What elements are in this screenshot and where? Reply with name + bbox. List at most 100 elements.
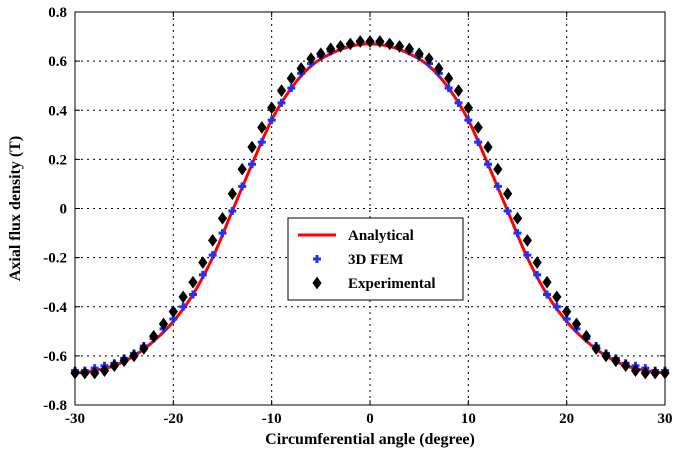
experimental-point	[453, 84, 464, 97]
legend-label: Experimental	[348, 276, 436, 292]
experimental-point	[394, 40, 405, 53]
fem-point	[464, 116, 473, 125]
experimental-point	[611, 354, 621, 368]
y-tick-label: -0.6	[43, 349, 67, 365]
y-tick-label: 0	[60, 202, 68, 218]
experimental-point	[90, 366, 100, 380]
experimental-point	[522, 234, 532, 247]
fem-point	[189, 290, 197, 299]
experimental-point	[326, 42, 336, 56]
experimental-point	[316, 47, 326, 61]
experimental-point	[542, 275, 552, 289]
x-tick-label: -10	[262, 411, 282, 427]
experimental-point	[463, 101, 473, 115]
legend: Analytical 3D FEM Experimental	[287, 217, 464, 301]
grid-lines	[74, 11, 666, 406]
experimental-point	[286, 71, 296, 85]
experimental-point	[267, 101, 277, 115]
x-tick-label: -30	[65, 411, 85, 427]
fem-point	[444, 84, 453, 93]
experimental-point	[276, 84, 287, 97]
experimental-point	[217, 211, 228, 225]
fem-point	[533, 270, 542, 279]
experimental-point	[562, 305, 572, 319]
experimental-point	[404, 42, 414, 56]
experimental-point	[296, 62, 306, 75]
experimental-point	[473, 121, 483, 134]
fem-point	[248, 160, 256, 169]
y-tick-label: 0.2	[48, 152, 67, 168]
experimental-point	[591, 342, 601, 355]
experimental-point	[493, 162, 503, 176]
experimental-point	[444, 71, 454, 85]
experimental-point	[581, 329, 591, 343]
experimental-point	[227, 187, 237, 201]
y-tick-label: 0.6	[48, 54, 67, 70]
experimental-point	[385, 37, 395, 51]
x-tick-label: -20	[163, 411, 183, 427]
experimental-point	[188, 275, 198, 289]
experimental-point	[198, 256, 208, 269]
x-tick-label: 10	[461, 411, 476, 427]
y-tick-label: -0.8	[43, 398, 67, 414]
legend-item: 3D FEM	[313, 252, 403, 268]
y-tick-label: 0.4	[48, 103, 67, 119]
fem-point	[179, 302, 188, 311]
experimental-point	[178, 290, 188, 304]
experimental-point	[552, 290, 562, 304]
legend-label: 3D FEM	[348, 252, 403, 268]
legend-diamond-swatch	[312, 276, 322, 290]
fem-point	[238, 182, 247, 191]
experimental-point	[621, 359, 631, 373]
fem-point	[228, 206, 237, 215]
experimental-point	[139, 342, 149, 355]
experimental-point	[129, 349, 139, 363]
experimental-point	[257, 121, 267, 134]
experimental-point	[80, 366, 90, 380]
y-tick-label: -0.4	[43, 300, 67, 316]
fem-point	[454, 98, 463, 107]
experimental-point	[601, 349, 611, 363]
experimental-point	[208, 234, 218, 247]
legend-item: Analytical	[298, 228, 414, 244]
experimental-point	[650, 366, 660, 380]
fem-point	[208, 251, 217, 260]
fem-point	[198, 270, 207, 279]
experimental-point	[149, 329, 159, 343]
plot-frame	[74, 11, 666, 406]
experimental-point	[306, 52, 316, 66]
fem-point	[277, 98, 286, 107]
experimental-point	[434, 62, 444, 75]
fem-point	[267, 116, 276, 125]
fem-point	[552, 302, 561, 311]
series-experimental	[70, 35, 670, 380]
experimental-point	[247, 140, 257, 154]
tick-labels: -30 -20 -10 0 10 20 30 -0.8 -0.6 -0.4 -0.2 0 0.2 0.4 0…	[43, 5, 672, 427]
legend-label: Analytical	[348, 228, 414, 244]
fem-point	[493, 182, 502, 191]
experimental-point	[571, 317, 582, 331]
experimental-point	[158, 317, 169, 331]
experimental-point	[503, 187, 513, 201]
y-tick-label: -0.2	[43, 251, 67, 267]
experimental-point	[375, 35, 385, 48]
fem-point	[484, 160, 492, 169]
experimental-point	[640, 366, 650, 380]
experimental-point	[99, 364, 110, 377]
fem-point	[513, 229, 522, 238]
x-tick-label: 30	[658, 411, 673, 427]
experimental-point	[237, 162, 247, 176]
fem-point	[218, 229, 227, 238]
y-tick-label: 0.8	[48, 5, 67, 21]
experimental-point	[512, 211, 523, 225]
fem-point	[503, 206, 512, 215]
x-tick-label: 0	[366, 411, 374, 427]
experimental-point	[414, 47, 424, 61]
experimental-point	[109, 359, 119, 373]
experimental-point	[168, 305, 178, 319]
y-axis-label: Axial flux density (T)	[7, 136, 24, 281]
series-layer	[70, 35, 670, 380]
experimental-point	[119, 354, 129, 368]
experimental-point	[365, 35, 375, 48]
